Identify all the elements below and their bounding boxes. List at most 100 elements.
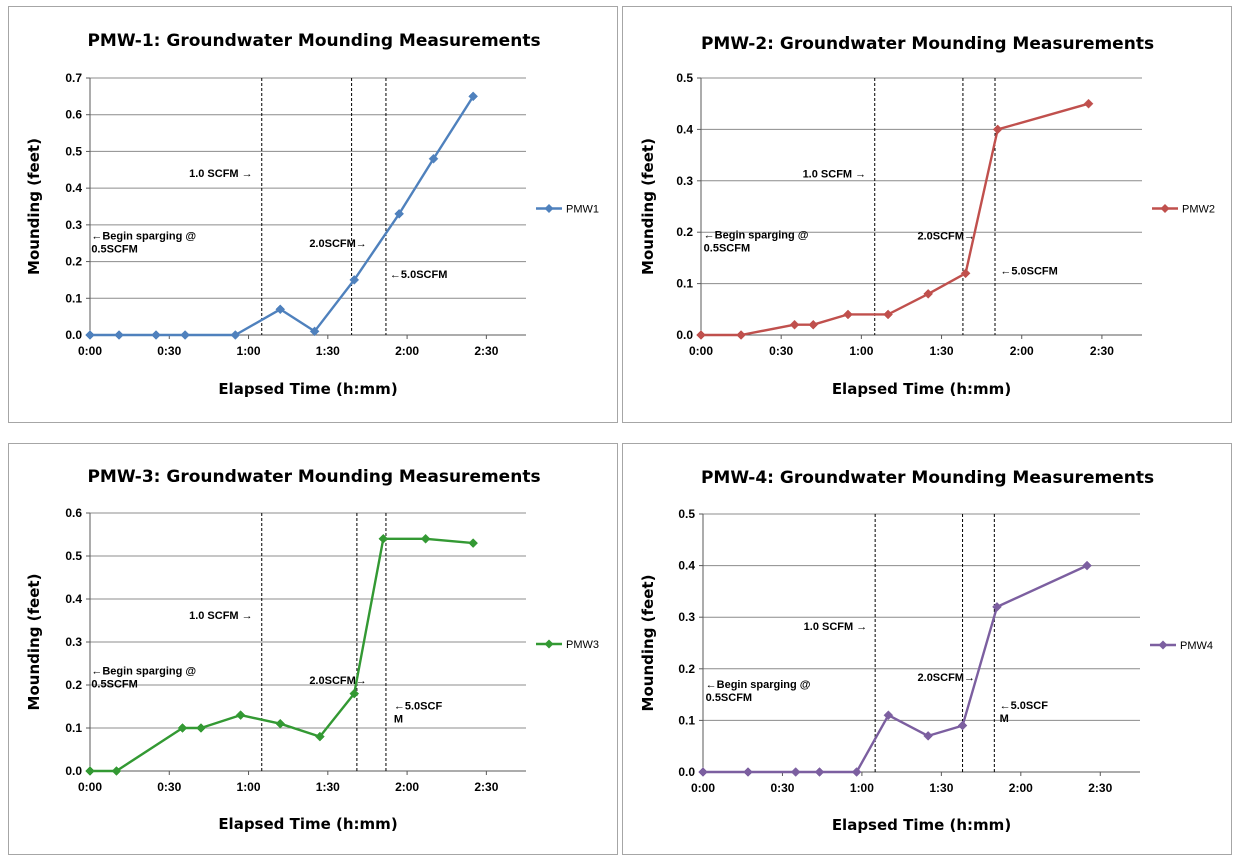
legend-label: PMW4 [1180,640,1213,652]
y-axis-title: Mounding (feet) [639,138,657,275]
x-tick-label: 0:00 [78,344,102,358]
x-tick-label: 1:00 [237,344,261,358]
data-point [883,309,893,320]
data-point [180,330,190,340]
y-tick-label: 0.5 [65,144,82,158]
data-point [177,723,188,733]
chart-svg: PMW-1: Groundwater Mounding Measurements… [25,31,599,398]
chart-panel-pmw1: PMW-1: Groundwater Mounding Measurements… [8,6,618,423]
data-point [698,767,708,777]
chart-title: PMW-3: Groundwater Mounding Measurements [87,467,540,487]
data-point [992,602,1002,612]
x-tick-label: 0:30 [157,780,181,794]
annotation-label: ←Begin sparging @0.5SCFM [91,231,196,256]
y-tick-label: 0.5 [65,549,82,563]
legend-label: PMW2 [1182,204,1215,216]
y-tick-label: 0.2 [676,225,693,239]
data-point [114,330,124,340]
y-tick-label: 0.5 [676,71,693,85]
x-tick-label: 1:30 [316,780,340,794]
y-tick-label: 0.5 [678,507,695,521]
data-point [275,304,286,315]
annotation-label: ←Begin sparging @0.5SCFM [704,229,809,254]
data-point [428,153,439,164]
annotation-label: 1.0 SCFM → [189,610,253,622]
data-point [230,330,241,340]
y-axis-title: Mounding (feet) [25,574,43,711]
data-point [315,731,325,742]
data-point [349,275,360,285]
y-tick-label: 0.4 [676,122,693,136]
data-point [309,326,320,337]
data-point [349,688,360,699]
x-axis-title: Elapsed Time (h:mm) [218,380,397,398]
x-tick-label: 0:00 [691,781,715,795]
x-tick-label: 1:00 [850,781,874,795]
data-point [151,330,161,340]
y-tick-label: 0.0 [678,765,695,779]
y-tick-label: 0.0 [65,328,82,342]
y-axis-title: Mounding (feet) [25,138,43,275]
annotation-label: 2.0SCFM→ [918,672,975,684]
legend-swatch-marker [1160,204,1170,213]
y-tick-label: 0.3 [676,174,693,188]
data-point [85,330,95,340]
x-tick-label: 0:30 [157,344,181,358]
chart-svg: PMW-3: Groundwater Mounding Measurements… [25,467,599,833]
y-tick-label: 0.3 [65,635,82,649]
chart-svg: PMW-4: Groundwater Mounding Measurements… [639,468,1213,834]
annotation-label: 1.0 SCFM → [803,169,867,181]
y-axis-title: Mounding (feet) [639,575,657,712]
annotation-label: ←5.0SCFM [390,269,447,281]
y-tick-label: 0.4 [65,181,82,195]
chart-panel-pmw3: PMW-3: Groundwater Mounding Measurements… [8,443,618,855]
x-tick-label: 0:30 [770,781,794,795]
series-line [90,537,474,773]
x-tick-label: 2:30 [1088,781,1112,795]
data-point [992,124,1003,135]
x-tick-label: 0:00 [78,780,102,794]
x-axis-title: Elapsed Time (h:mm) [832,380,1011,398]
data-point [736,330,746,340]
chart-title: PMW-2: Groundwater Mounding Measurements [701,34,1154,54]
x-tick-label: 2:00 [395,780,419,794]
series-line [701,102,1089,337]
x-tick-label: 1:00 [237,780,261,794]
y-tick-label: 0.0 [65,764,82,778]
data-point [960,268,971,279]
x-tick-label: 2:00 [1010,344,1034,358]
data-point [394,208,405,219]
chart-title: PMW-1: Groundwater Mounding Measurements [87,31,540,51]
legend-label: PMW1 [566,204,599,216]
y-tick-label: 0.1 [65,291,82,305]
y-tick-label: 0.2 [65,255,82,269]
data-point [808,319,819,330]
legend-label: PMW3 [566,639,599,651]
x-tick-label: 2:00 [1009,781,1033,795]
data-point [378,533,389,544]
data-point [743,767,753,777]
chart-panel-pmw2: PMW-2: Groundwater Mounding Measurements… [622,6,1232,423]
legend-swatch-marker [544,639,554,649]
y-tick-label: 0.4 [678,559,695,573]
y-tick-label: 0.4 [65,592,82,606]
x-tick-label: 2:00 [395,344,419,358]
data-point [1083,98,1094,109]
data-point [790,767,801,777]
x-axis-title: Elapsed Time (h:mm) [832,816,1011,834]
x-tick-label: 0:30 [769,344,793,358]
y-tick-label: 0.3 [678,610,695,624]
data-point [468,91,479,102]
x-tick-label: 1:30 [316,344,340,358]
annotation-label: 2.0SCFM→ [917,230,974,242]
data-point [957,720,968,731]
x-tick-label: 1:30 [930,344,954,358]
data-point [196,723,206,733]
data-point [696,330,706,340]
data-point [843,309,853,320]
data-point [111,766,122,776]
y-tick-label: 0.0 [676,328,693,342]
y-tick-label: 0.2 [65,678,82,692]
